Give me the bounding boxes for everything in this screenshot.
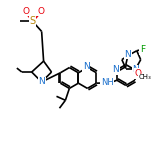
Text: N: N: [83, 62, 90, 71]
Text: N: N: [38, 78, 45, 86]
Text: NH: NH: [101, 78, 113, 87]
Text: O: O: [134, 69, 141, 78]
Text: O: O: [37, 7, 44, 16]
Text: N: N: [124, 50, 131, 59]
Text: F: F: [140, 45, 145, 54]
Text: N: N: [133, 65, 139, 74]
Text: N: N: [112, 65, 119, 74]
Text: S: S: [30, 17, 36, 26]
Text: CH₃: CH₃: [138, 74, 151, 81]
Text: O: O: [22, 7, 29, 16]
